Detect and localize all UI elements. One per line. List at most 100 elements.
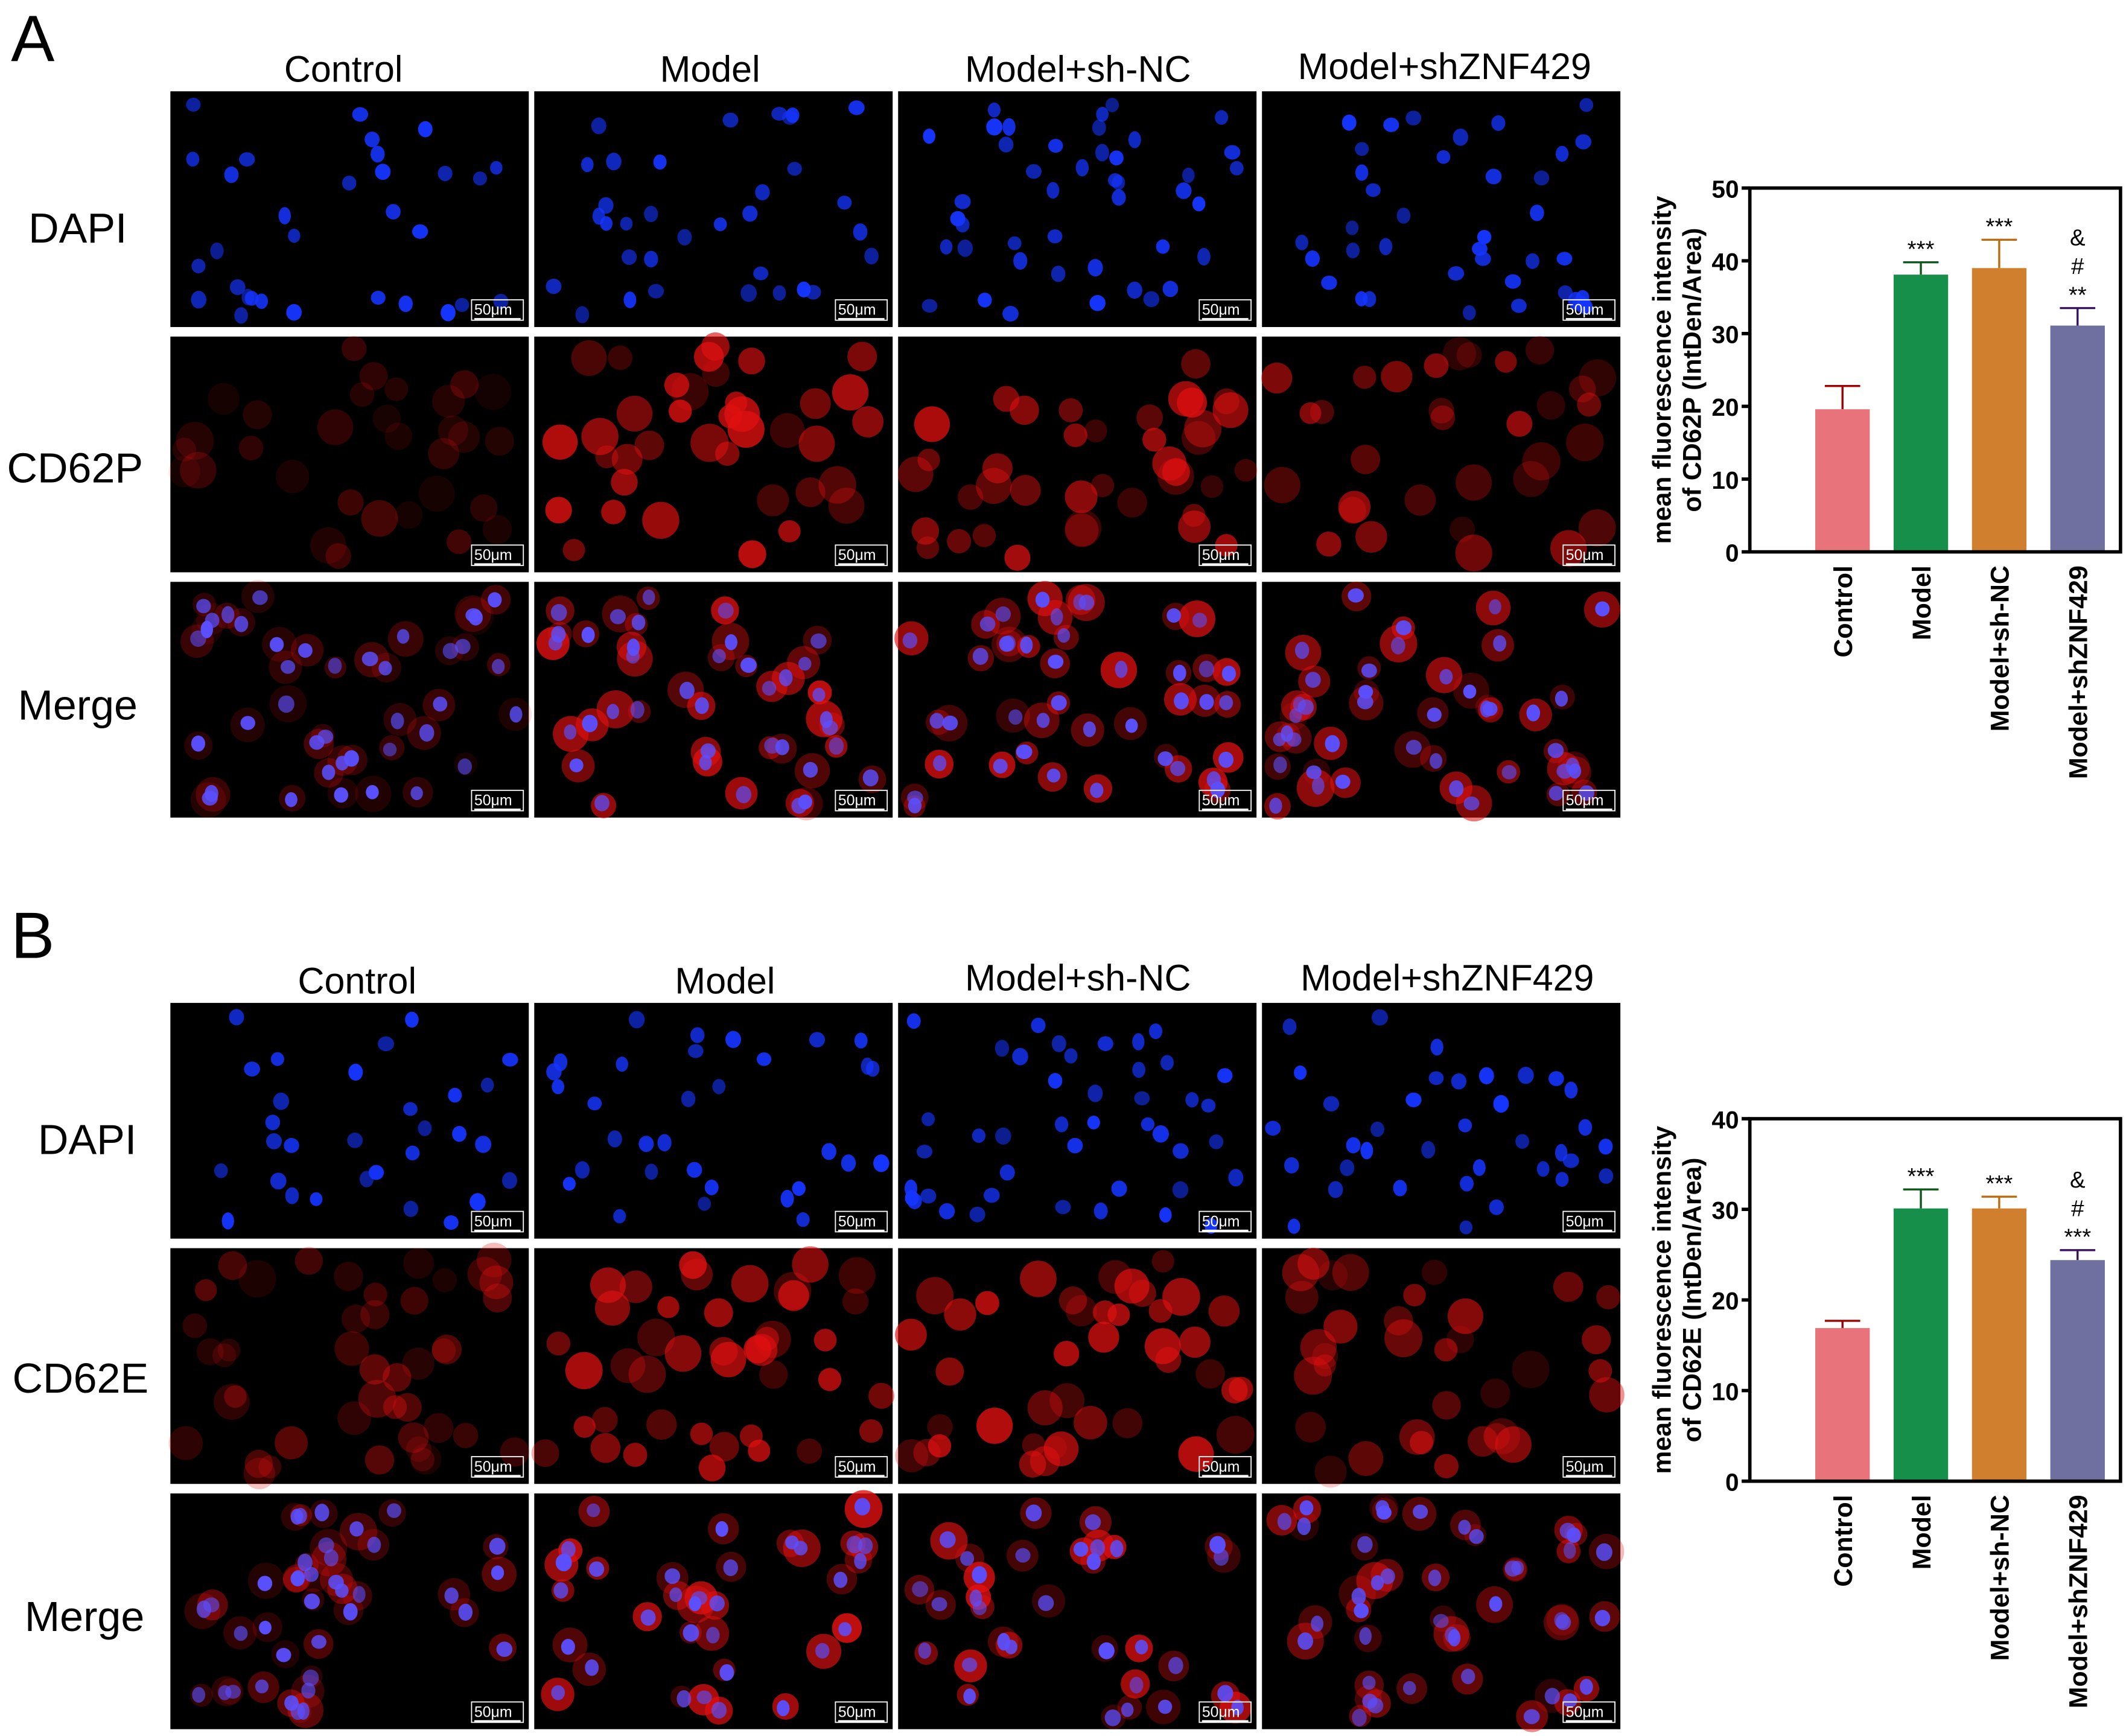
nucleus: [1448, 1629, 1461, 1647]
nucleus: [444, 1215, 459, 1230]
nucleus: [1370, 1575, 1384, 1591]
cell-stain: [1384, 1306, 1413, 1336]
cell-stain: [218, 1251, 247, 1280]
nucleus: [1127, 281, 1142, 299]
nucleus: [995, 1040, 1010, 1057]
nucleus: [1230, 161, 1244, 176]
nucleus: [255, 293, 269, 309]
nucleus: [1089, 294, 1106, 311]
cell-stain: [325, 543, 351, 569]
nucleus: [473, 171, 488, 186]
cell-stain: [1297, 1247, 1330, 1280]
nucleus: [904, 1179, 918, 1198]
nucleus: [1367, 1697, 1384, 1714]
micrograph-grid-a: 50μm 50μm 50μm 50μm 50μm 50μm 50μm 50μm 50μm 50μm…: [168, 91, 1621, 822]
nucleus: [1132, 1033, 1145, 1051]
nucleus: [1064, 1048, 1078, 1064]
cell-stain: [469, 494, 498, 522]
nucleus: [490, 161, 503, 175]
nucleus: [820, 711, 833, 728]
nucleus: [960, 1551, 975, 1566]
nucleus: [1048, 655, 1064, 669]
nucleus: [644, 205, 658, 223]
nucleus: [342, 176, 357, 191]
cell-stain: [573, 1416, 596, 1438]
cell-stain: [342, 336, 367, 361]
nucleus: [1265, 1121, 1281, 1136]
nucleus: [1035, 591, 1050, 608]
nucleus: [191, 258, 206, 273]
nucleus: [225, 1685, 241, 1699]
cell-stain: [818, 1368, 842, 1391]
cell-stain: [1338, 491, 1371, 523]
nucleus: [906, 1013, 921, 1029]
scale-bar-label: 50μm: [1202, 1704, 1240, 1720]
cell-stain: [1054, 1341, 1080, 1367]
nucleus: [686, 1162, 702, 1178]
nucleus: [347, 1133, 363, 1148]
nucleus: [367, 1536, 381, 1553]
cell-stain: [795, 477, 826, 507]
nucleus: [1556, 252, 1573, 266]
micrograph: 50μm: [534, 582, 893, 821]
nucleus: [1294, 641, 1310, 660]
row-label: CD62P: [7, 444, 143, 491]
nucleus: [291, 1569, 305, 1585]
nucleus: [1294, 1065, 1307, 1080]
nucleus: [939, 1203, 955, 1219]
y-tick-label: 40: [1711, 1106, 1739, 1134]
cell-stain: [542, 424, 578, 460]
cell-stain: [447, 529, 472, 555]
bar-model-sh-nc: [1972, 268, 2027, 552]
nucleus: [742, 205, 758, 222]
cell-stain: [1568, 375, 1596, 403]
nucleus: [1372, 1009, 1389, 1026]
cell-stain: [1512, 1350, 1550, 1388]
scale-bar-box: [1198, 789, 1252, 812]
scale-bar-label: 50μm: [838, 1704, 876, 1720]
nucleus: [995, 606, 1011, 622]
nucleus: [298, 1553, 313, 1572]
nucleus: [626, 638, 640, 657]
micrograph: 50μm: [170, 91, 529, 327]
significance-marker: &: [2070, 1167, 2086, 1193]
nucleus: [1104, 1709, 1121, 1726]
column-header: Model+shZNF429: [1300, 958, 1594, 999]
nucleus: [1564, 1081, 1578, 1099]
cell-stain: [384, 377, 409, 401]
cell-stain: [1553, 1271, 1583, 1302]
cell-stain: [1294, 1356, 1332, 1395]
scale-bar-box: [1198, 544, 1252, 567]
nucleus: [1305, 672, 1321, 688]
nucleus: [962, 1658, 978, 1673]
cell-stain: [1403, 1283, 1426, 1307]
nucleus: [809, 1032, 826, 1048]
nucleus: [691, 1591, 708, 1606]
nucleus: [688, 1044, 704, 1058]
cell-stain: [1404, 484, 1436, 516]
cell-stain: [1155, 1347, 1182, 1373]
micrograph: 50μm: [170, 580, 532, 818]
nucleus: [364, 132, 380, 148]
nucleus: [1402, 1680, 1416, 1696]
cell-stain: [1314, 1455, 1347, 1488]
nucleus: [725, 1031, 742, 1048]
cell-stain: [214, 1384, 250, 1420]
nucleus: [581, 626, 595, 643]
cell-stain: [1455, 534, 1492, 572]
scale-bar-label: 50μm: [474, 793, 512, 809]
micrograph: 50μm: [898, 1003, 1257, 1239]
micrograph-background: [1262, 1003, 1621, 1239]
nucleus: [600, 216, 613, 231]
nucleus: [711, 1702, 727, 1719]
nucleus: [1355, 142, 1369, 156]
nucleus: [712, 649, 726, 664]
x-tick-label: Model+sh-NC: [1986, 565, 2015, 731]
nucleus: [993, 758, 1008, 774]
micrograph: 50μm: [898, 91, 1257, 327]
nucleus: [314, 1504, 329, 1522]
nucleus: [1192, 612, 1208, 628]
nucleus: [191, 291, 206, 309]
nucleus: [1159, 1207, 1172, 1223]
nucleus: [753, 266, 769, 281]
